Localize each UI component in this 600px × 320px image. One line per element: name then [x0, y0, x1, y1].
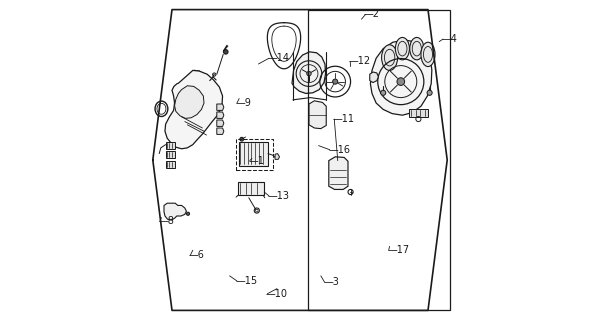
Circle shape [380, 90, 386, 95]
Polygon shape [217, 112, 224, 118]
Ellipse shape [421, 42, 435, 67]
Polygon shape [329, 157, 348, 189]
Circle shape [187, 212, 190, 215]
Circle shape [332, 79, 338, 84]
Polygon shape [217, 120, 224, 126]
Polygon shape [370, 72, 379, 83]
Polygon shape [217, 104, 224, 110]
Text: —3: —3 [323, 277, 339, 287]
Bar [238, 182, 264, 195]
Polygon shape [164, 203, 187, 220]
Polygon shape [309, 101, 326, 129]
Text: —8: —8 [158, 216, 174, 227]
Polygon shape [166, 151, 175, 158]
Polygon shape [370, 40, 432, 115]
Text: —13: —13 [268, 191, 289, 201]
Polygon shape [165, 70, 223, 149]
Polygon shape [409, 109, 428, 117]
Polygon shape [217, 128, 224, 134]
Circle shape [307, 71, 311, 76]
Text: —15: —15 [235, 276, 257, 286]
Ellipse shape [382, 45, 398, 70]
Polygon shape [239, 142, 268, 166]
Ellipse shape [410, 37, 424, 60]
Polygon shape [166, 142, 175, 149]
Bar [236, 139, 273, 170]
Text: —17: —17 [387, 245, 409, 255]
Bar [308, 10, 451, 310]
Circle shape [427, 90, 432, 95]
Circle shape [397, 78, 404, 85]
Polygon shape [292, 52, 326, 93]
Text: —1: —1 [248, 156, 264, 166]
Text: —16: —16 [328, 145, 350, 155]
Text: —12: —12 [349, 56, 371, 67]
Polygon shape [192, 76, 198, 82]
Polygon shape [188, 70, 204, 85]
Text: —9: —9 [235, 98, 251, 108]
Text: —14: —14 [268, 53, 289, 63]
Ellipse shape [395, 37, 409, 60]
Text: —11: —11 [332, 114, 355, 124]
Text: —6: —6 [188, 250, 205, 260]
Polygon shape [175, 86, 204, 118]
Circle shape [224, 50, 228, 54]
Text: —4: —4 [442, 34, 457, 44]
Polygon shape [166, 161, 175, 168]
Polygon shape [275, 154, 280, 159]
Circle shape [240, 137, 244, 141]
Text: —2: —2 [364, 9, 380, 20]
Text: —10: —10 [266, 289, 288, 299]
